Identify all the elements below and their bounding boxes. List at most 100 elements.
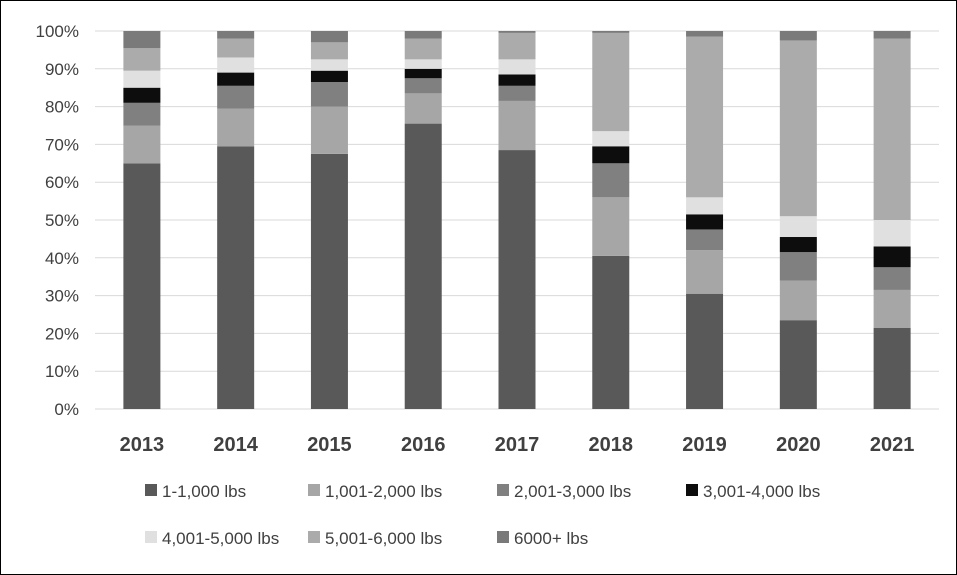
bar-segment: [779, 216, 817, 238]
bar-segment: [779, 280, 817, 321]
y-tick-label: 90%: [45, 60, 79, 79]
bar-segment: [779, 31, 817, 41]
bar-segment: [873, 327, 911, 409]
bar-segment: [592, 255, 630, 409]
x-tick-label: 2019: [682, 434, 727, 456]
bar-segment: [217, 57, 255, 73]
bar-segment: [779, 237, 817, 253]
legend-swatch: [308, 484, 320, 496]
bar-segment: [686, 250, 724, 294]
bar-segment: [123, 70, 161, 88]
bar-segment: [498, 32, 536, 60]
x-tick-label: 2018: [589, 434, 634, 456]
bar-segment: [686, 31, 724, 37]
y-tick-label: 30%: [45, 287, 79, 306]
bar-segment: [217, 31, 255, 39]
bar-segment: [873, 31, 911, 39]
x-tick-label: 2016: [401, 434, 446, 456]
legend-swatch: [145, 531, 157, 543]
bar-segment: [873, 38, 911, 221]
bar-segment: [404, 68, 442, 79]
legend-label: 1,001-2,000 lbs: [325, 482, 442, 501]
bar-segment: [404, 31, 442, 39]
legend-label: 6000+ lbs: [514, 529, 588, 548]
bar-segment: [217, 38, 255, 58]
bar-segment: [873, 289, 911, 328]
x-tick-label: 2021: [870, 434, 915, 456]
legend-swatch: [497, 484, 509, 496]
bar-segment: [123, 31, 161, 49]
bar-segment: [123, 48, 161, 71]
bar-segment: [686, 293, 724, 409]
legend-label: 1-1,000 lbs: [162, 482, 246, 501]
bar-segment: [498, 74, 536, 86]
bar-segment: [217, 72, 255, 86]
legend-label: 5,001-6,000 lbs: [325, 529, 442, 548]
bar-segment: [498, 100, 536, 151]
bar-segment: [779, 252, 817, 281]
bar-segment: [404, 59, 442, 69]
bar-segment: [404, 38, 442, 60]
y-tick-label: 10%: [45, 362, 79, 381]
y-axis-ticks: 0% 10% 20% 30% 40% 50% 60% 70% 80% 90% 100%: [36, 22, 79, 419]
legend-swatch: [497, 531, 509, 543]
bar-segment: [779, 40, 817, 217]
bar-segment: [217, 108, 255, 147]
x-tick-label: 2015: [307, 434, 352, 456]
x-axis-ticks: 2013 2014 2015 2016 2017 2018 2019 2020 2021: [120, 434, 915, 456]
bar-segment: [686, 197, 724, 215]
x-tick-label: 2017: [495, 434, 540, 456]
x-tick-label: 2014: [213, 434, 258, 456]
x-tick-label: 2020: [776, 434, 821, 456]
legend: 1-1,000 lbs 1,001-2,000 lbs 2,001-3,000 lb…: [145, 482, 820, 548]
bar-segment: [873, 220, 911, 247]
bar-segment: [498, 85, 536, 101]
bar-segment: [123, 87, 161, 103]
y-tick-label: 0%: [54, 400, 79, 419]
bar-segment: [310, 31, 348, 43]
bar-segment: [123, 102, 161, 126]
bar-segment: [404, 123, 442, 410]
y-tick-label: 60%: [45, 173, 79, 192]
bar-segment: [123, 163, 161, 409]
bar-segment: [310, 153, 348, 409]
legend-label: 2,001-3,000 lbs: [514, 482, 631, 501]
legend-label: 3,001-4,000 lbs: [703, 482, 820, 501]
bar-segment: [123, 125, 161, 164]
bar-segment: [592, 163, 630, 198]
bar-segment: [686, 214, 724, 230]
y-tick-label: 20%: [45, 324, 79, 343]
bar-segment: [217, 85, 255, 109]
bar-segment: [498, 59, 536, 75]
bar-segment: [592, 31, 630, 33]
bar-segment: [310, 42, 348, 60]
bar-segment: [686, 36, 724, 198]
bars: [123, 31, 911, 410]
bar-segment: [404, 78, 442, 94]
bar-segment: [310, 59, 348, 71]
bar-segment: [404, 93, 442, 124]
legend-swatch: [308, 531, 320, 543]
bar-segment: [873, 267, 911, 290]
y-tick-label: 100%: [36, 22, 79, 41]
legend-swatch: [686, 484, 698, 496]
y-tick-label: 80%: [45, 98, 79, 117]
bar-segment: [592, 32, 630, 132]
legend-swatch: [145, 484, 157, 496]
legend-label: 4,001-5,000 lbs: [162, 529, 279, 548]
bar-segment: [592, 197, 630, 256]
bar-segment: [310, 82, 348, 107]
bar-segment: [592, 131, 630, 147]
y-tick-label: 70%: [45, 135, 79, 154]
bar-segment: [873, 246, 911, 268]
bar-segment: [779, 320, 817, 409]
bar-segment: [217, 146, 255, 410]
bar-segment: [686, 229, 724, 251]
bar-segment: [310, 70, 348, 83]
bar-segment: [592, 146, 630, 164]
x-tick-label: 2013: [120, 434, 165, 456]
bar-segment: [498, 31, 536, 33]
bar-segment: [498, 150, 536, 409]
